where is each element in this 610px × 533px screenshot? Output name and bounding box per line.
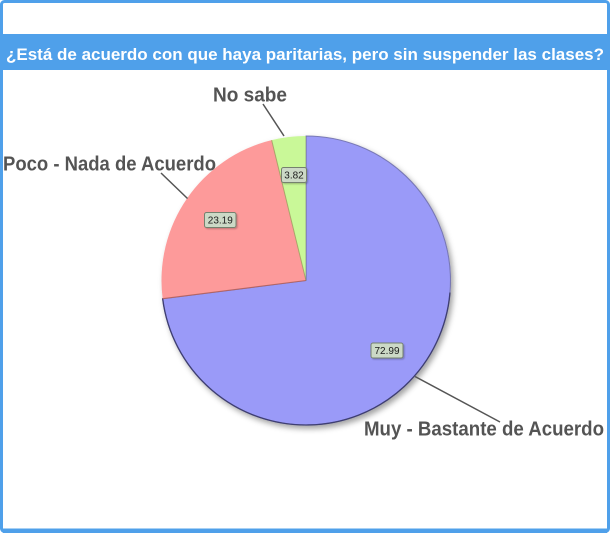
svg-text:Poco - Nada de Acuerdo: Poco - Nada de Acuerdo xyxy=(3,154,216,176)
svg-text:¿Está de acuerdo con que haya: ¿Está de acuerdo con que haya paritarias… xyxy=(6,45,604,64)
svg-text:23.19: 23.19 xyxy=(208,216,233,227)
svg-text:72.99: 72.99 xyxy=(374,346,399,357)
svg-text:No sabe: No sabe xyxy=(213,85,287,107)
svg-text:3.82: 3.82 xyxy=(284,171,304,182)
svg-text:Muy - Bastante de Acuerdo: Muy - Bastante de Acuerdo xyxy=(364,419,604,441)
